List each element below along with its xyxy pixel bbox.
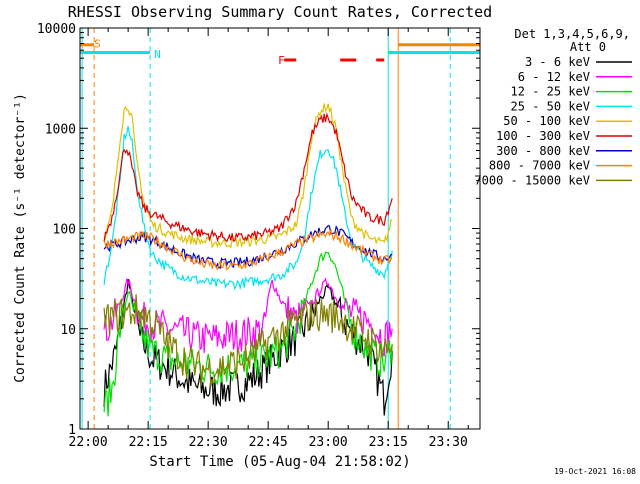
legend-label: 7000 - 15000 keV: [474, 173, 590, 187]
x-tick-label: 22:30: [189, 435, 228, 450]
x-tick-label: 22:45: [249, 435, 288, 450]
legend-label: 300 - 800 keV: [496, 144, 590, 158]
x-tick-label: 23:30: [429, 435, 468, 450]
series-line-8: [103, 294, 393, 387]
legend-header-line1: Det 1,3,4,5,6,9,: [514, 27, 630, 41]
legend-label: 50 - 100 keV: [503, 114, 590, 128]
chart-title: RHESSI Observing Summary Count Rates, Co…: [68, 3, 492, 21]
axes-group: 1 10 100 1000 10000 22:00 22:15 22:30 22:45 23:00…: [37, 22, 481, 450]
series-line-5: [103, 112, 393, 243]
annotation-n: N: [154, 48, 161, 61]
legend-label: 25 - 50 keV: [511, 99, 590, 113]
y-axis-label: Corrected Count Rate (s⁻¹ detector⁻¹): [13, 93, 28, 383]
series-line-3: [103, 126, 393, 291]
series-group: [103, 103, 393, 417]
legend-label: 6 - 12 keV: [518, 70, 590, 84]
y-tick-label: 10000: [37, 22, 76, 37]
series-line-7: [103, 228, 393, 271]
y-tick-label: 1000: [45, 122, 76, 137]
x-tick-label: 22:00: [69, 435, 108, 450]
y-tick-label: 10: [60, 323, 76, 338]
x-tick-label: 22:15: [129, 435, 168, 450]
footer-date: 19-Oct-2021 16:08: [554, 467, 636, 476]
y-tick-label: 1: [68, 423, 76, 438]
x-tick-label: 23:00: [309, 435, 348, 450]
legend-label: 100 - 300 keV: [496, 129, 590, 143]
annotation-s: S: [94, 38, 101, 51]
series-line-6: [103, 224, 393, 270]
annotation-f: F: [278, 54, 285, 67]
legend-header-line2: Att 0: [570, 40, 606, 54]
instrument-state-markers: S N F: [80, 28, 480, 429]
legend-label: 800 - 7000 keV: [489, 159, 590, 173]
legend-label: 3 - 6 keV: [525, 55, 590, 69]
series-line-4: [103, 103, 393, 249]
legend-label: 12 - 25 keV: [511, 85, 590, 99]
x-axis-label: Start Time (05-Aug-04 21:58:02): [149, 454, 410, 470]
y-tick-label: 100: [53, 223, 76, 238]
x-tick-label: 23:15: [369, 435, 408, 450]
